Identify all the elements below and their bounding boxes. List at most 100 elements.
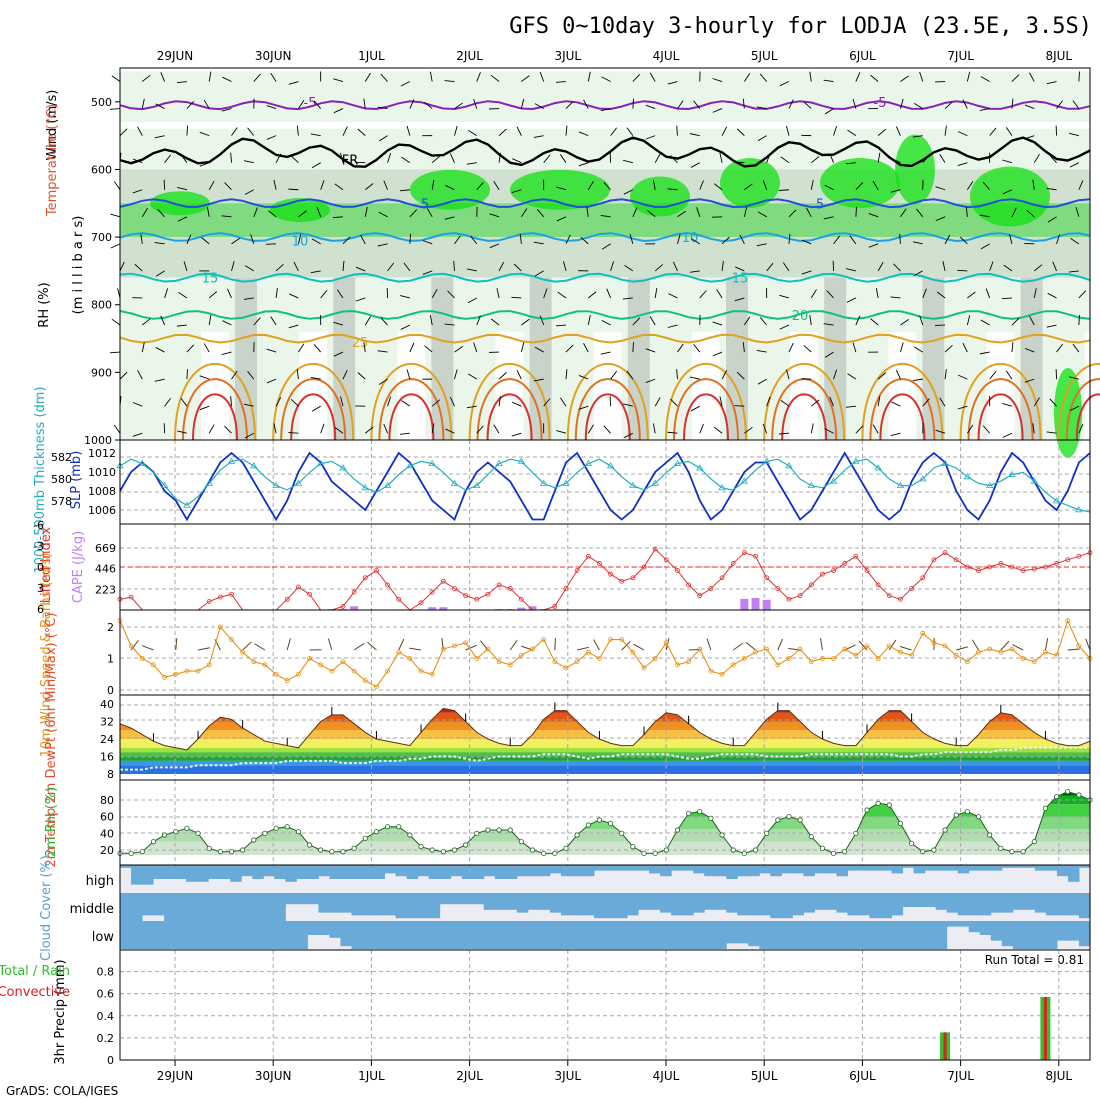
wind-barb bbox=[587, 315, 591, 326]
rh-marker bbox=[775, 817, 781, 823]
slp-line bbox=[119, 451, 1091, 522]
wind-barb bbox=[266, 348, 277, 353]
wind-barb bbox=[270, 72, 277, 82]
cape-bar bbox=[751, 597, 760, 610]
wind-barb bbox=[378, 378, 388, 385]
lifted-index-marker bbox=[753, 553, 758, 559]
wind-barb bbox=[364, 316, 371, 326]
wind-barb bbox=[208, 424, 215, 434]
surface-heat-contour bbox=[272, 363, 355, 441]
wind-barb bbox=[253, 73, 261, 82]
rh-marker bbox=[641, 850, 647, 856]
wind-barb bbox=[606, 288, 611, 299]
wind-barb bbox=[922, 398, 930, 407]
wind-barb bbox=[1078, 290, 1087, 299]
wind-barb bbox=[912, 135, 923, 138]
wind-barb bbox=[713, 426, 723, 434]
cloud-cell bbox=[902, 865, 915, 868]
cloud-cell bbox=[384, 893, 397, 916]
wind-barb bbox=[1002, 189, 1013, 195]
rh-tick: 80 bbox=[100, 794, 114, 807]
contour-label: 15 bbox=[202, 272, 219, 287]
cloud-cell bbox=[1045, 921, 1058, 949]
wind-barb bbox=[470, 235, 478, 245]
wind-barb bbox=[1068, 270, 1079, 273]
temp-band bbox=[120, 756, 1090, 761]
rh-marker bbox=[830, 850, 837, 856]
wind-barb bbox=[454, 235, 461, 245]
wind-barb bbox=[245, 265, 255, 272]
lifted-index-marker bbox=[853, 553, 859, 559]
wind-barb bbox=[600, 351, 611, 355]
wind-speed-marker bbox=[485, 646, 491, 652]
wind-barb bbox=[645, 104, 656, 110]
wind-barb bbox=[141, 208, 148, 218]
wind-barb bbox=[654, 264, 664, 272]
cloud-cell bbox=[362, 921, 375, 949]
wind-barb bbox=[654, 288, 658, 299]
wind-barb bbox=[935, 186, 946, 191]
cloud-cell bbox=[252, 893, 264, 921]
wind-barb bbox=[922, 288, 927, 299]
wind-barb bbox=[334, 427, 344, 434]
wind-barb bbox=[966, 71, 971, 82]
thickness-marker bbox=[339, 464, 347, 471]
date-label-bottom: 30JUN bbox=[255, 1069, 292, 1083]
plot-layer: -5FR510152025-55151050060070080090010005… bbox=[33, 49, 1100, 1083]
cloud-cell bbox=[274, 893, 286, 921]
wind-barb bbox=[756, 349, 767, 353]
cloud-cell bbox=[373, 893, 386, 916]
date-label-top: 30JUN bbox=[255, 49, 292, 63]
cloud-cell bbox=[175, 865, 187, 879]
precip-legend-convective: Convective bbox=[0, 985, 70, 1000]
wind-speed-marker bbox=[987, 646, 993, 652]
wind-barb bbox=[632, 317, 641, 326]
wind-barb bbox=[912, 378, 923, 382]
wind-speed-marker bbox=[385, 668, 390, 674]
lifted-index-marker bbox=[574, 568, 580, 573]
wind-barb bbox=[387, 262, 395, 272]
wind-barb bbox=[247, 371, 255, 380]
cloud-cell bbox=[957, 893, 970, 916]
cloud-cell bbox=[428, 893, 441, 919]
temp-band bbox=[120, 765, 1090, 774]
wind-barb bbox=[422, 270, 433, 275]
wind-barb bbox=[649, 316, 656, 326]
wind-barb bbox=[603, 182, 611, 191]
thickness-marker bbox=[138, 459, 147, 466]
wind-speed-marker bbox=[675, 662, 680, 668]
wind-barb bbox=[539, 71, 545, 82]
wind-speed-marker bbox=[909, 652, 915, 658]
wind-speed-marker bbox=[474, 656, 480, 661]
wind-barb bbox=[985, 288, 991, 299]
wind-barb bbox=[944, 101, 953, 109]
contour-label: 10 bbox=[682, 231, 699, 246]
lifted-index-marker bbox=[719, 575, 725, 581]
wind-barb bbox=[846, 268, 856, 272]
wind-barb bbox=[578, 131, 589, 137]
cloud-cell bbox=[671, 893, 683, 916]
wind-barb bbox=[944, 369, 947, 380]
wind-barb bbox=[177, 216, 188, 222]
wind-barb bbox=[521, 75, 530, 82]
temp-band bbox=[120, 721, 1090, 731]
wind-barb bbox=[587, 71, 591, 82]
wind-barb bbox=[559, 154, 567, 163]
wind-barb bbox=[186, 125, 188, 136]
wind-speed-marker bbox=[976, 649, 981, 655]
cloud-cell bbox=[120, 893, 132, 921]
wind-barb bbox=[756, 106, 767, 110]
wind-barb bbox=[788, 342, 794, 353]
rh-marker bbox=[429, 847, 435, 853]
wind-barb bbox=[332, 216, 344, 219]
lifted-index-marker bbox=[429, 589, 435, 595]
wind-barb bbox=[667, 188, 678, 191]
wind-barb bbox=[1056, 234, 1061, 244]
surface-heat-contour bbox=[683, 393, 729, 441]
wind-barb bbox=[855, 425, 864, 434]
wind-speed-marker bbox=[452, 643, 457, 649]
cloud-cell bbox=[1023, 893, 1036, 910]
cloud-cell bbox=[814, 893, 826, 910]
wind-barb bbox=[936, 291, 946, 299]
lifted-index-marker bbox=[619, 578, 625, 584]
